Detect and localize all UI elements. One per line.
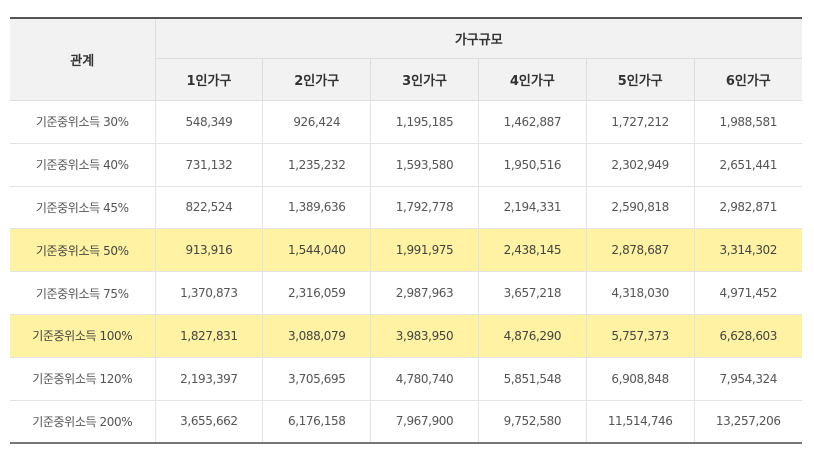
row-label: 기준중위소득 100% (10, 314, 156, 358)
column-header-5-person: 5인가구 (585, 58, 695, 101)
income-cell: 3,983,950 (370, 314, 479, 358)
income-cell: 2,302,949 (585, 143, 695, 187)
income-cell: 1,950,516 (477, 143, 587, 187)
income-cell: 5,851,548 (477, 357, 587, 401)
income-cell: 6,908,848 (585, 357, 695, 401)
income-cell: 5,757,373 (585, 314, 695, 358)
income-cell: 1,370,873 (154, 271, 263, 315)
row-label: 기준중위소득 200% (10, 400, 156, 445)
income-cell: 1,792,778 (370, 186, 479, 230)
table-row: 기준중위소득 200% 3,655,662 6,176,158 7,967,900 9,… (10, 400, 802, 445)
income-cell: 9,752,580 (477, 400, 587, 445)
column-header-1-person: 1인가구 (154, 58, 263, 101)
income-cell: 2,590,818 (585, 186, 695, 230)
income-cell: 1,988,581 (693, 100, 802, 144)
row-label: 기준중위소득 75% (10, 271, 156, 315)
income-cell: 6,628,603 (693, 314, 802, 358)
row-label: 기준중위소득 45% (10, 186, 156, 230)
table-row: 기준중위소득 120% 2,193,397 3,705,695 4,780,740 5,… (10, 357, 802, 401)
table-body: 기준중위소득 30% 548,349 926,424 1,195,185 1,462,8… (10, 100, 802, 445)
table-header: 관계 가구규모 1인가구 2인가구 3인가구 4인가구 5인가구 6인가구 (10, 17, 802, 101)
table-row: 기준중위소득 50% 913,916 1,544,040 1,991,975 2,438… (10, 228, 802, 273)
household-size-header: 가구규모 (154, 17, 802, 59)
median-income-table: 관계 가구규모 1인가구 2인가구 3인가구 4인가구 5인가구 6인가구 기준… (10, 17, 802, 445)
income-cell: 2,982,871 (693, 186, 802, 230)
income-cell: 11,514,746 (585, 400, 695, 445)
relation-header: 관계 (10, 17, 156, 101)
table-row: 기준중위소득 100% 1,827,831 3,088,079 3,983,950 4,… (10, 314, 802, 358)
income-cell: 3,657,218 (477, 271, 587, 315)
table-row: 기준중위소득 45% 822,524 1,389,636 1,792,778 2,194… (10, 186, 802, 230)
income-cell: 731,132 (154, 143, 263, 187)
income-cell: 1,727,212 (585, 100, 695, 144)
income-cell: 2,438,145 (477, 228, 587, 273)
income-cell: 2,193,397 (154, 357, 263, 401)
income-cell: 3,655,662 (154, 400, 263, 445)
income-cell: 4,780,740 (370, 357, 479, 401)
income-cell: 2,987,963 (370, 271, 479, 315)
column-header-4-person: 4인가구 (477, 58, 587, 101)
income-cell: 926,424 (262, 100, 371, 144)
column-header-3-person: 3인가구 (370, 58, 479, 101)
table-row: 기준중위소득 75% 1,370,873 2,316,059 2,987,963 3,6… (10, 271, 802, 315)
income-cell: 7,967,900 (370, 400, 479, 445)
income-cell: 2,651,441 (693, 143, 802, 187)
income-cell: 2,878,687 (585, 228, 695, 273)
income-cell: 13,257,206 (693, 400, 802, 445)
income-cell: 2,194,331 (477, 186, 587, 230)
income-cell: 1,827,831 (154, 314, 263, 358)
income-cell: 822,524 (154, 186, 263, 230)
income-cell: 1,991,975 (370, 228, 479, 273)
income-cell: 1,389,636 (262, 186, 371, 230)
row-label: 기준중위소득 30% (10, 100, 156, 144)
income-cell: 1,195,185 (370, 100, 479, 144)
row-label: 기준중위소득 120% (10, 357, 156, 401)
row-label: 기준중위소득 50% (10, 228, 156, 273)
income-cell: 3,088,079 (262, 314, 371, 358)
income-cell: 2,316,059 (262, 271, 371, 315)
income-cell: 4,318,030 (585, 271, 695, 315)
table-row: 기준중위소득 40% 731,132 1,235,232 1,593,580 1,950… (10, 143, 802, 187)
income-cell: 3,705,695 (262, 357, 371, 401)
income-cell: 1,462,887 (477, 100, 587, 144)
income-cell: 6,176,158 (262, 400, 371, 445)
table-row: 기준중위소득 30% 548,349 926,424 1,195,185 1,462,8… (10, 100, 802, 144)
row-label: 기준중위소득 40% (10, 143, 156, 187)
income-cell: 3,314,302 (693, 228, 802, 273)
income-cell: 7,954,324 (693, 357, 802, 401)
income-cell: 1,235,232 (262, 143, 371, 187)
column-header-2-person: 2인가구 (262, 58, 371, 101)
income-cell: 548,349 (154, 100, 263, 144)
income-cell: 4,876,290 (477, 314, 587, 358)
income-cell: 1,544,040 (262, 228, 371, 273)
median-income-table-container: 관계 가구규모 1인가구 2인가구 3인가구 4인가구 5인가구 6인가구 기준… (10, 17, 802, 445)
income-cell: 4,971,452 (693, 271, 802, 315)
income-cell: 913,916 (154, 228, 263, 273)
column-header-6-person: 6인가구 (693, 58, 802, 101)
income-cell: 1,593,580 (370, 143, 479, 187)
